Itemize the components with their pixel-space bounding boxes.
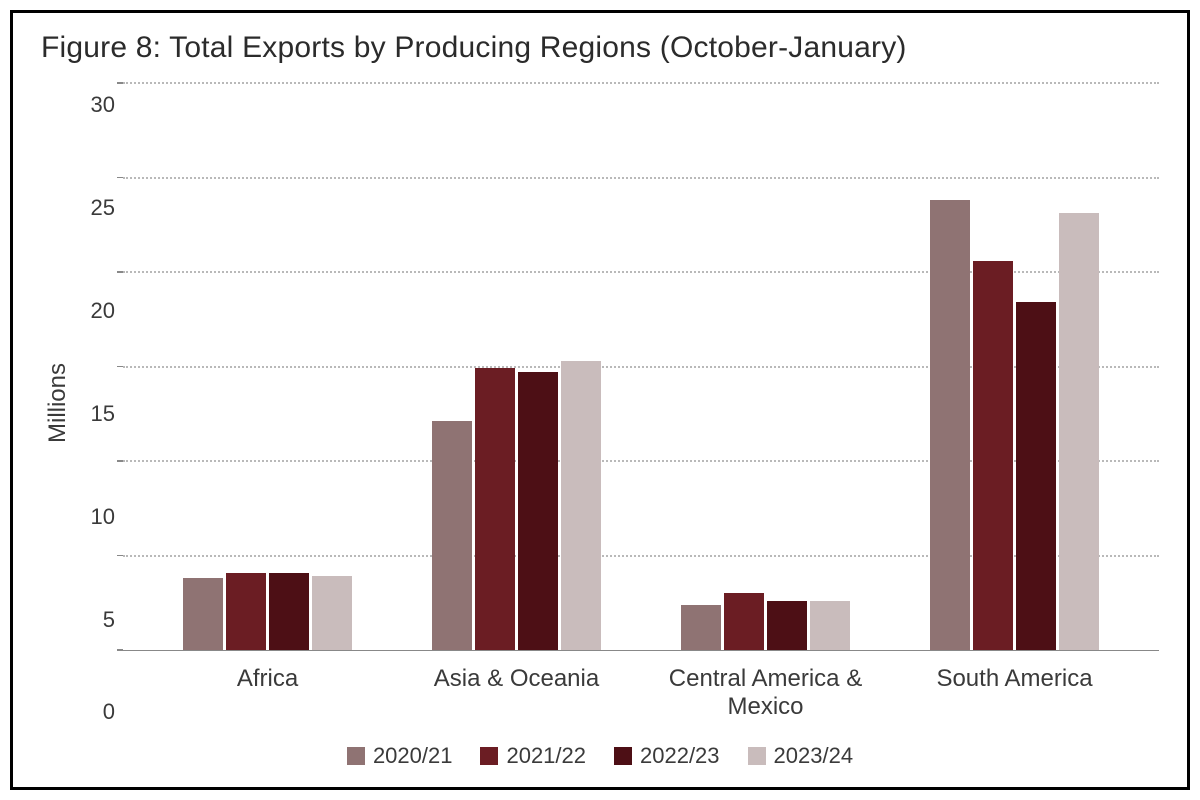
bar (973, 261, 1013, 650)
legend-label: 2022/23 (640, 743, 720, 769)
y-tick-label: 30 (91, 94, 115, 116)
legend-item: 2020/21 (347, 743, 453, 769)
y-tick-label: 0 (103, 701, 115, 723)
bar (1059, 213, 1099, 650)
y-tick-label: 15 (91, 403, 115, 425)
bar (561, 361, 601, 650)
bar (1016, 302, 1056, 650)
x-tick-label: South America (890, 665, 1139, 723)
legend-item: 2022/23 (614, 743, 720, 769)
legend-item: 2021/22 (480, 743, 586, 769)
bar (475, 368, 515, 650)
x-tick-label: Central America &Mexico (641, 665, 890, 723)
bar-group (392, 83, 641, 650)
chart-zone: Millions 30 25 20 15 10 5 0 AfricaAsia & Ocean… (41, 83, 1159, 723)
legend-swatch (480, 747, 498, 765)
bar (930, 200, 970, 650)
x-tick-label: Africa (143, 665, 392, 723)
y-tick-label: 5 (103, 609, 115, 631)
y-tick-label: 20 (91, 300, 115, 322)
bar (724, 593, 764, 650)
legend-label: 2021/22 (506, 743, 586, 769)
bar (269, 573, 309, 650)
bar (767, 601, 807, 650)
legend-item: 2023/24 (748, 743, 854, 769)
y-axis-label-wrap: Millions (41, 83, 75, 723)
axis-tick-mark (117, 649, 123, 651)
bar (810, 601, 850, 650)
bar (432, 421, 472, 650)
y-axis-label: Millions (44, 363, 72, 443)
bar (183, 578, 223, 650)
x-axis-ticks: AfricaAsia & OceaniaCentral America &Mex… (123, 651, 1159, 723)
plot-area (123, 83, 1159, 651)
bar-group (641, 83, 890, 650)
bar (518, 372, 558, 650)
y-tick-label: 10 (91, 506, 115, 528)
legend-swatch (347, 747, 365, 765)
plot-wrap: AfricaAsia & OceaniaCentral America &Mex… (123, 83, 1159, 723)
legend-swatch (748, 747, 766, 765)
legend: 2020/21 2021/22 2022/23 2023/24 (41, 723, 1159, 773)
bar-group (143, 83, 392, 650)
bar (681, 605, 721, 650)
chart-frame: Figure 8: Total Exports by Producing Reg… (10, 10, 1190, 790)
legend-label: 2020/21 (373, 743, 453, 769)
bar (312, 576, 352, 650)
bar-group (890, 83, 1139, 650)
bar (226, 573, 266, 650)
legend-swatch (614, 747, 632, 765)
y-tick-label: 25 (91, 197, 115, 219)
x-tick-label: Asia & Oceania (392, 665, 641, 723)
legend-label: 2023/24 (774, 743, 854, 769)
y-axis-ticks: 30 25 20 15 10 5 0 (75, 83, 123, 723)
chart-title: Figure 8: Total Exports by Producing Reg… (41, 31, 1159, 65)
